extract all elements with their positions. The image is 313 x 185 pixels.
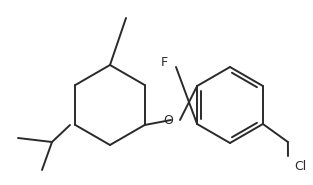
Text: Cl: Cl [294, 160, 306, 173]
Text: O: O [163, 114, 173, 127]
Text: F: F [161, 56, 168, 68]
